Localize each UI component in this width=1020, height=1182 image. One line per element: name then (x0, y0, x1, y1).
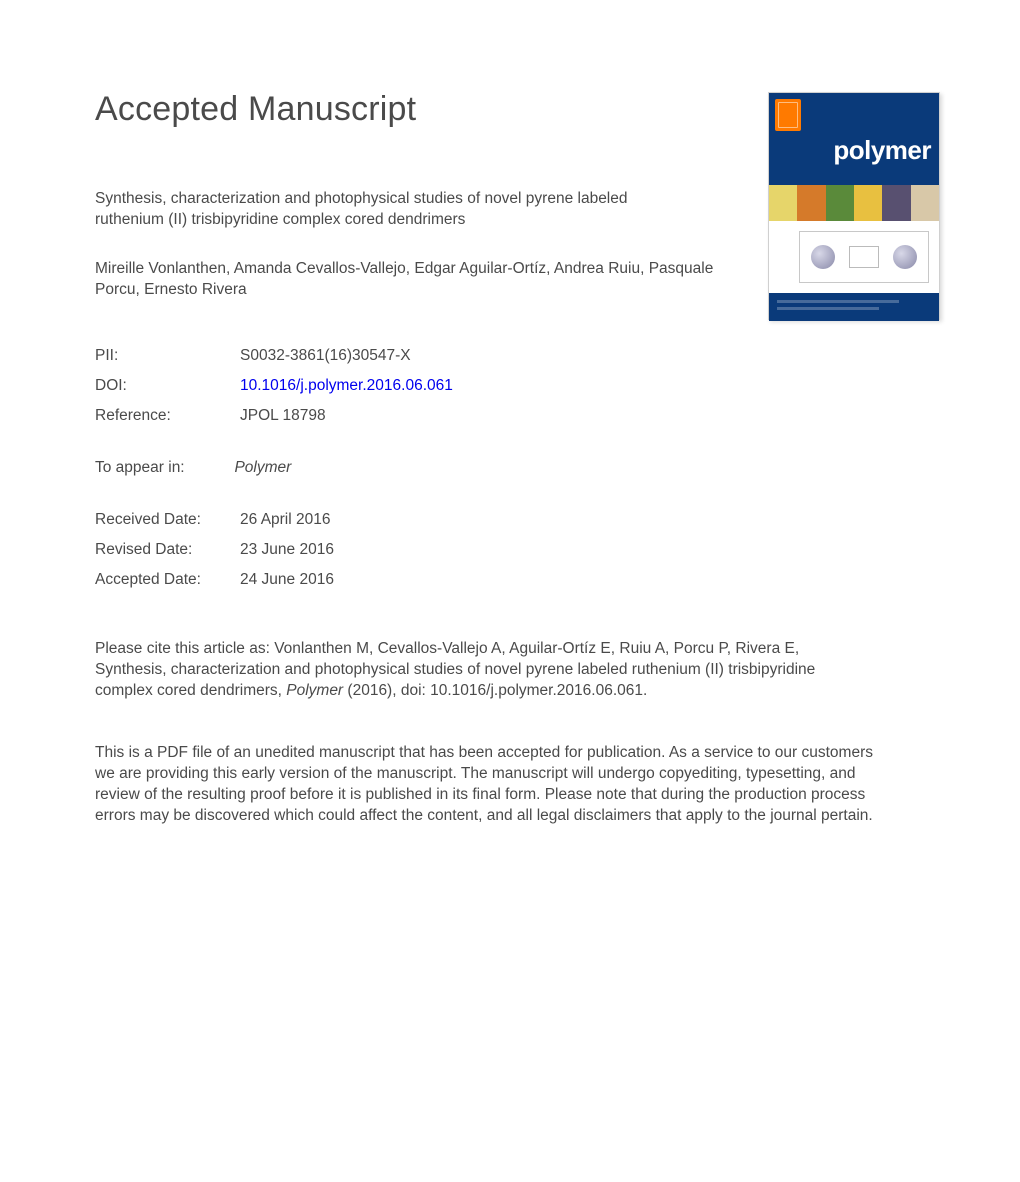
pii-label: PII: (95, 341, 240, 371)
cover-figure-sphere-icon (893, 245, 917, 269)
date-row-accepted: Accepted Date: 24 June 2016 (95, 565, 334, 595)
citation-journal: Polymer (286, 682, 343, 699)
cover-journal-name: polymer (833, 135, 931, 166)
doi-link[interactable]: 10.1016/j.polymer.2016.06.061 (240, 377, 453, 394)
disclaimer-text: This is a PDF file of an unedited manusc… (95, 743, 895, 827)
manuscript-cover-page: Accepted Manuscript polymer Synthesis, c… (0, 0, 1020, 887)
revised-value: 23 June 2016 (240, 535, 334, 565)
revised-label: Revised Date: (95, 535, 240, 565)
meta-row-doi: DOI: 10.1016/j.polymer.2016.06.061 (95, 371, 453, 401)
pii-value: S0032-3861(16)30547-X (240, 341, 453, 371)
cover-figure-area (769, 221, 939, 293)
doi-value: 10.1016/j.polymer.2016.06.061 (240, 371, 453, 401)
cover-header: polymer (769, 93, 939, 185)
cover-figure-box-icon (849, 246, 879, 268)
received-label: Received Date: (95, 505, 240, 535)
authors-list: Mireille Vonlanthen, Amanda Cevallos-Val… (95, 259, 715, 301)
dates-table: Received Date: 26 April 2016 Revised Dat… (95, 505, 334, 595)
to-appear-block: To appear in: Polymer (95, 459, 940, 477)
cover-figure-sphere-icon (811, 245, 835, 269)
meta-row-pii: PII: S0032-3861(16)30547-X (95, 341, 453, 371)
to-appear-journal: Polymer (234, 459, 291, 476)
accepted-label: Accepted Date: (95, 565, 240, 595)
journal-cover-thumbnail: polymer (768, 92, 940, 320)
accepted-value: 24 June 2016 (240, 565, 334, 595)
citation-text: Please cite this article as: Vonlanthen … (95, 639, 855, 702)
cover-figure (799, 231, 929, 283)
reference-value: JPOL 18798 (240, 401, 453, 431)
citation-post: (2016), doi: 10.1016/j.polymer.2016.06.0… (343, 682, 647, 699)
elsevier-logo-icon (775, 99, 801, 131)
received-value: 26 April 2016 (240, 505, 334, 535)
reference-label: Reference: (95, 401, 240, 431)
article-title: Synthesis, characterization and photophy… (95, 189, 675, 231)
cover-color-strip (769, 185, 939, 221)
date-row-revised: Revised Date: 23 June 2016 (95, 535, 334, 565)
meta-row-reference: Reference: JPOL 18798 (95, 401, 453, 431)
metadata-table: PII: S0032-3861(16)30547-X DOI: 10.1016/… (95, 341, 453, 431)
to-appear-label: To appear in: (95, 459, 230, 477)
doi-label: DOI: (95, 371, 240, 401)
date-row-received: Received Date: 26 April 2016 (95, 505, 334, 535)
cover-footer (769, 293, 939, 321)
